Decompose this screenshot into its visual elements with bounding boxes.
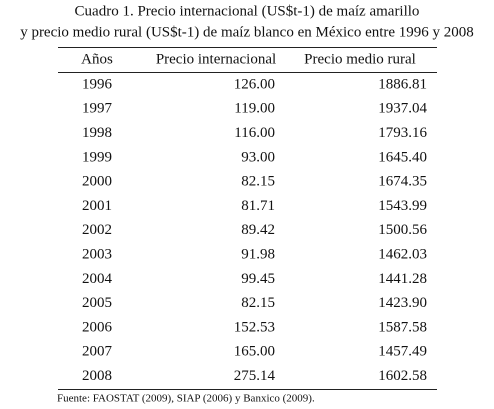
table-cell: 82.15: [241, 174, 275, 190]
table-cell: 152.53: [234, 319, 275, 335]
table-cell: 1462.03: [378, 247, 427, 263]
table-cell: 2000: [82, 174, 112, 190]
table-cell: 2003: [82, 247, 112, 263]
table-cell: 1543.99: [378, 198, 427, 214]
table-cell: 2006: [82, 319, 113, 335]
table-cell: 1457.49: [378, 344, 427, 360]
table-cell: 1793.16: [378, 125, 427, 141]
title-line: y precio medio rural (US$t-1) de maíz bl…: [20, 24, 474, 40]
source-note: Fuente: FAOSTAT (2009), SIAP (2006) y Ba…: [57, 393, 315, 405]
table-cell: 81.71: [241, 198, 275, 214]
table-cell: 116.00: [234, 125, 275, 141]
table-cell: 2005: [82, 295, 112, 311]
table-cell: 2008: [82, 368, 112, 384]
table-cell: 1674.35: [378, 174, 427, 190]
table-cell: 1937.04: [378, 101, 427, 117]
table-cell: 82.15: [241, 295, 275, 311]
table-cell: 2002: [82, 222, 112, 238]
table-cell: 1423.90: [378, 295, 427, 311]
table-cell: 91.98: [241, 247, 275, 263]
table-cell: 165.00: [234, 344, 275, 360]
table-cell: 2007: [82, 344, 113, 360]
table-cell: 1441.28: [378, 271, 427, 287]
column-header: Precio internacional: [156, 51, 276, 67]
table-cell: 2004: [82, 271, 113, 287]
table-cell: 1587.58: [378, 319, 427, 335]
column-header: Años: [81, 51, 113, 67]
table-cell: 89.42: [241, 222, 275, 238]
table-cell: 1500.56: [378, 222, 427, 238]
table-cell: 1998: [82, 125, 112, 141]
table-cell: 119.00: [234, 101, 275, 117]
table-cell: 1999: [82, 149, 112, 165]
table-cell: 1645.40: [378, 149, 427, 165]
table-cell: 93.00: [241, 149, 275, 165]
table-cell: 1997: [82, 101, 113, 117]
table-cell: 1996: [82, 76, 113, 92]
table-cell: 1886.81: [378, 76, 427, 92]
table-cell: 275.14: [234, 368, 276, 384]
table-cell: 99.45: [241, 271, 275, 287]
table-cell: 2001: [82, 198, 112, 214]
title-line: Cuadro 1. Precio internacional (US$t-1) …: [75, 3, 420, 19]
column-header: Precio medio rural: [304, 51, 416, 67]
table-cell: 1602.58: [378, 368, 427, 384]
table-cell: 126.00: [234, 76, 275, 92]
